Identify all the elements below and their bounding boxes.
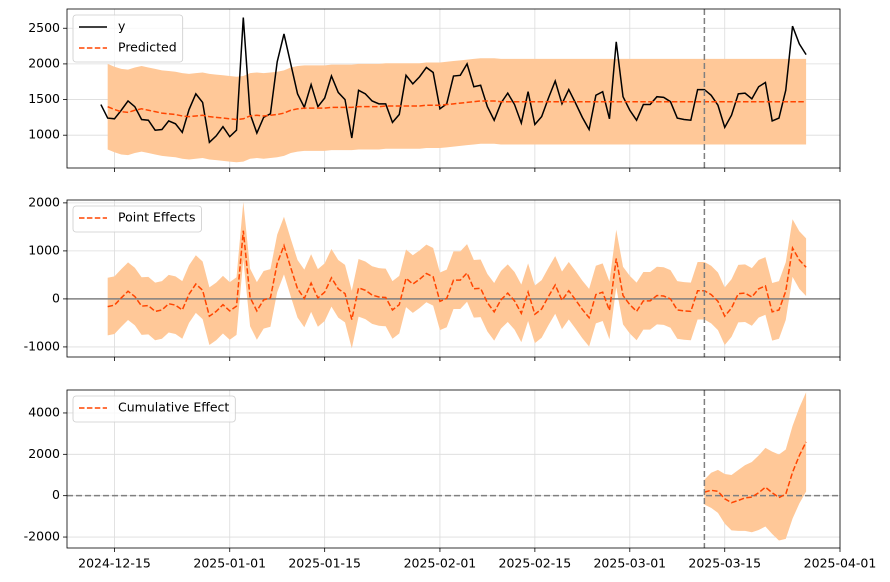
y-tick-label: 0 [52,487,60,502]
y-tick-label: 1000 [28,127,60,142]
x-tick-label: 2025-02-01 [404,556,477,571]
y-tick-label: 1500 [28,91,60,106]
y-tick-label: 4000 [28,404,60,419]
x-tick-label: 2025-03-15 [688,556,761,571]
legend-label: Cumulative Effect [118,400,229,415]
y-tick-label: 2000 [28,446,60,461]
series-line [100,17,807,144]
series-line [107,100,807,121]
x-tick-label: 2025-02-15 [499,556,572,571]
x-tick-label: 2024-12-15 [78,556,151,571]
confidence-band [107,58,807,163]
y-tick-label: 2000 [28,55,60,70]
legend-label: Predicted [118,40,177,55]
y-tick-label: 2500 [28,20,60,35]
confidence-band [107,201,807,349]
y-tick-label: -2000 [24,529,60,544]
plot-frame [66,389,841,549]
y-tick-label: 0 [52,290,60,305]
panel: 2024-12-15 2025-01-01 2025-01-15 2025-02-01… [24,389,877,571]
plot-frame [66,199,841,358]
legend-label: Point Effects [118,210,196,225]
x-tick-label: 2025-04-01 [804,556,877,571]
series-line [107,230,807,320]
legend: Cumulative Effect [72,395,236,423]
legend-box [72,395,236,423]
legend-label: y [118,19,126,34]
panel: -1000 0 1000 2000 Point Effects [24,194,841,361]
legend-box [72,205,202,233]
y-tick-label: 1000 [28,242,60,257]
y-tick-label: -1000 [24,338,60,353]
y-tick-label: 2000 [28,194,60,209]
legend: Point Effects [72,205,202,233]
plot-frame [66,8,841,169]
series-line [704,441,807,504]
legend: y Predicted [72,14,184,63]
legend-box [72,14,184,63]
x-tick-label: 2025-03-01 [593,556,666,571]
x-tick-label: 2025-01-15 [288,556,361,571]
x-tick-label: 2025-01-01 [193,556,266,571]
panel: 1000 1500 2000 2500 y Predicted [28,8,841,172]
confidence-band [704,392,807,541]
